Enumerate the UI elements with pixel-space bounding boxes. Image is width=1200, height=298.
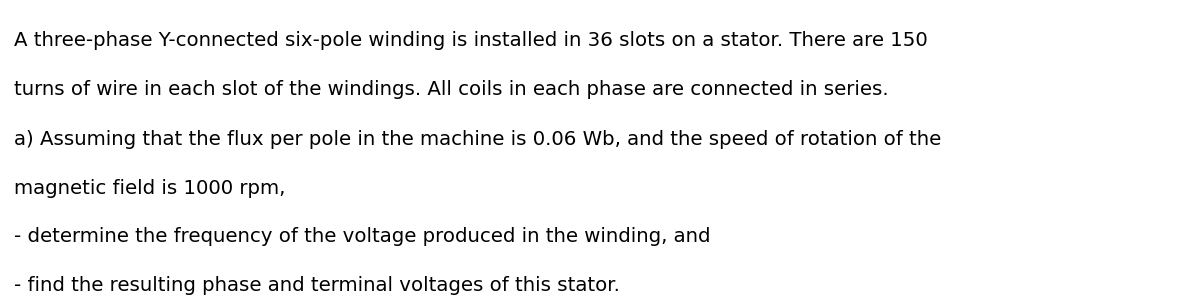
Text: A three-phase Y-connected six-pole winding is installed in 36 slots on a stator.: A three-phase Y-connected six-pole windi… xyxy=(14,31,928,50)
Text: a) Assuming that the flux per pole in the machine is 0.06 Wb, and the speed of r: a) Assuming that the flux per pole in th… xyxy=(14,130,942,149)
Text: turns of wire in each slot of the windings. All coils in each phase are connecte: turns of wire in each slot of the windin… xyxy=(14,80,889,100)
Text: - determine the frequency of the voltage produced in the winding, and: - determine the frequency of the voltage… xyxy=(14,227,710,246)
Text: - find the resulting phase and terminal voltages of this stator.: - find the resulting phase and terminal … xyxy=(14,276,620,295)
Text: magnetic field is 1000 rpm,: magnetic field is 1000 rpm, xyxy=(14,179,286,198)
